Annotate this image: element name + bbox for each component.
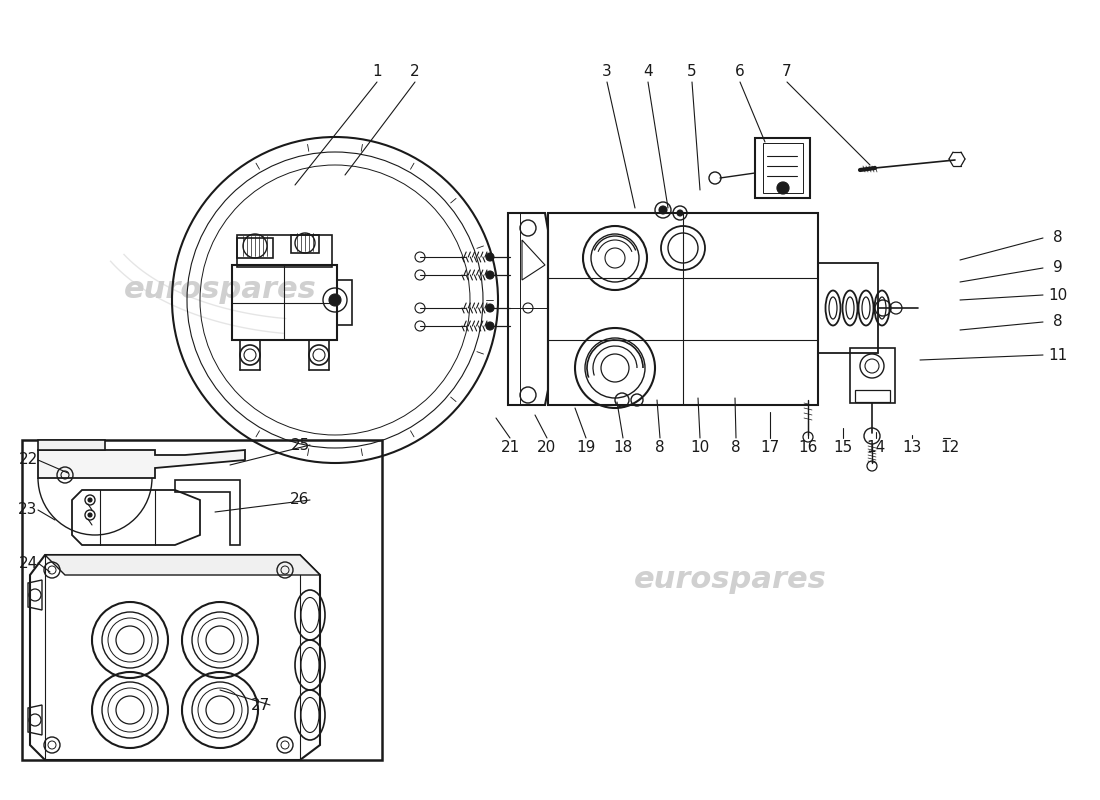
Bar [855,390,890,402]
Text: 8: 8 [1053,314,1063,330]
Circle shape [676,210,683,216]
Text: 9: 9 [1053,261,1063,275]
Bar [337,280,352,325]
Text: 13: 13 [902,441,922,455]
Text: 18: 18 [614,441,632,455]
Text: 26: 26 [290,493,310,507]
Polygon shape [39,440,104,450]
Text: 12: 12 [940,441,959,455]
Text: 23: 23 [19,502,37,518]
Bar [292,235,319,253]
Circle shape [329,294,341,306]
Text: 15: 15 [834,441,852,455]
Bar [236,238,273,258]
Text: 24: 24 [19,555,37,570]
Bar [850,348,895,403]
Circle shape [88,498,92,502]
Text: 5: 5 [688,65,696,79]
Text: 4: 4 [644,65,652,79]
Text: 7: 7 [782,65,792,79]
Circle shape [486,271,494,279]
Text: 27: 27 [251,698,270,713]
Polygon shape [45,555,320,575]
Bar [763,143,803,193]
Text: 17: 17 [760,441,780,455]
Bar [236,235,332,267]
Text: 1: 1 [372,65,382,79]
Text: 10: 10 [1048,287,1068,302]
Text: 8: 8 [1053,230,1063,246]
Circle shape [486,322,494,330]
Text: 11: 11 [1048,347,1068,362]
Bar [22,440,382,760]
Text: 2: 2 [410,65,420,79]
Text: 25: 25 [290,438,309,453]
Circle shape [777,182,789,194]
Text: 16: 16 [799,441,817,455]
Text: 3: 3 [602,65,612,79]
Bar [232,265,337,340]
Bar [818,263,878,353]
Circle shape [486,253,494,261]
Circle shape [659,206,667,214]
Text: 21: 21 [500,441,519,455]
Text: eurospares: eurospares [123,275,317,305]
Polygon shape [39,450,245,478]
Text: 8: 8 [732,441,740,455]
Circle shape [88,513,92,517]
Text: 20: 20 [538,441,557,455]
Text: 10: 10 [691,441,710,455]
Bar [548,213,818,405]
Text: 8: 8 [656,441,664,455]
Text: 22: 22 [19,453,37,467]
Circle shape [486,304,494,312]
Text: 6: 6 [735,65,745,79]
Text: eurospares: eurospares [634,566,826,594]
Text: 19: 19 [576,441,596,455]
Text: 14: 14 [867,441,886,455]
Bar [755,138,810,198]
